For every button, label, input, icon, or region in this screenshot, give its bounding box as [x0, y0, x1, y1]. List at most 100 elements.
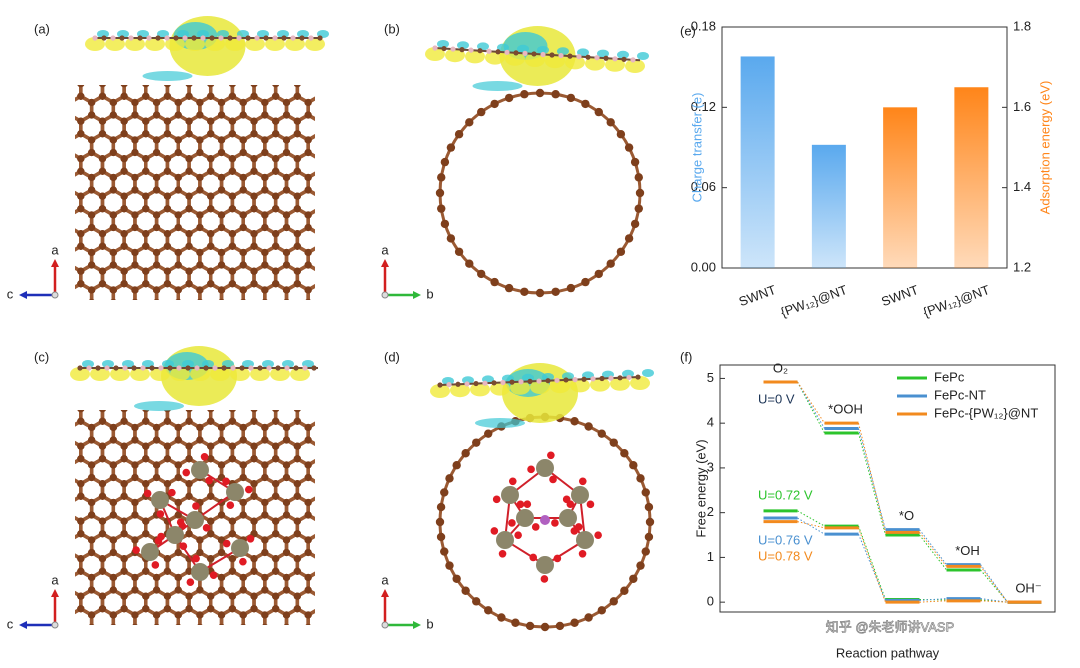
charge-cloud — [425, 47, 445, 61]
atom — [304, 611, 312, 619]
atom — [66, 136, 73, 143]
atom — [326, 586, 333, 593]
atom — [293, 567, 301, 575]
atom — [293, 230, 301, 238]
atom — [77, 130, 85, 138]
atom — [294, 318, 301, 325]
atom — [348, 474, 355, 481]
connector — [858, 533, 886, 601]
axis-origin — [51, 621, 59, 629]
atom — [272, 605, 280, 613]
atom — [218, 324, 225, 331]
atom — [121, 630, 128, 637]
atom — [142, 205, 150, 213]
atom — [196, 423, 204, 432]
atom — [174, 586, 182, 594]
atom — [185, 305, 192, 312]
atom — [185, 192, 193, 200]
atom — [56, 118, 63, 125]
atom — [315, 555, 322, 562]
hexagon — [319, 265, 341, 290]
atom — [185, 318, 192, 325]
hexagon — [330, 171, 352, 196]
atom — [304, 498, 312, 507]
atom — [174, 436, 182, 444]
atom — [197, 623, 203, 625]
atom — [304, 223, 312, 232]
atom — [174, 173, 182, 182]
atom — [142, 417, 150, 425]
atom — [326, 249, 333, 256]
atom — [164, 643, 171, 650]
oxygen — [490, 527, 499, 535]
atom — [304, 573, 312, 582]
atom — [315, 555, 322, 562]
atom — [228, 555, 236, 563]
atom — [326, 536, 333, 543]
atom — [294, 630, 301, 637]
atom — [337, 193, 344, 200]
atom — [326, 586, 333, 593]
atom — [120, 205, 128, 213]
atom — [304, 286, 312, 294]
atom — [142, 592, 150, 600]
atom — [250, 643, 257, 650]
atom — [163, 242, 172, 250]
atom — [239, 136, 247, 144]
atom — [315, 193, 322, 200]
atom — [326, 436, 333, 443]
atom — [88, 98, 96, 107]
atom — [461, 449, 470, 458]
atom — [461, 586, 470, 595]
atom — [131, 498, 139, 507]
atom — [315, 205, 322, 212]
atom — [326, 511, 333, 518]
charge-cloud — [642, 369, 654, 377]
atom — [175, 298, 181, 300]
atom — [209, 35, 215, 41]
atom — [348, 286, 355, 293]
atom — [77, 85, 85, 88]
atom — [153, 436, 161, 444]
axis-letter: b — [426, 286, 433, 301]
atom — [472, 597, 481, 606]
atom — [491, 380, 497, 386]
atom — [282, 423, 291, 432]
atom — [282, 173, 291, 182]
atom — [66, 174, 73, 181]
bar — [954, 87, 989, 268]
atom — [200, 35, 206, 41]
atom — [77, 480, 85, 488]
atom — [88, 248, 96, 257]
atom — [315, 230, 322, 237]
atom — [98, 567, 107, 575]
hexagon — [330, 284, 352, 309]
atom — [348, 499, 355, 506]
hexagon — [319, 515, 341, 540]
atom — [131, 211, 139, 219]
atom — [131, 365, 137, 371]
atom — [175, 324, 182, 331]
atom — [163, 480, 172, 488]
atom — [250, 305, 257, 312]
atom — [282, 98, 291, 107]
atom — [293, 480, 301, 488]
atom — [527, 378, 533, 384]
charge-cloud — [437, 40, 449, 48]
atom — [228, 455, 236, 463]
atom — [337, 168, 344, 175]
hexagon — [189, 628, 211, 653]
atom — [337, 118, 344, 125]
limiting-potential-label: U=0.78 V — [758, 548, 813, 563]
atom — [120, 530, 128, 538]
hexagon — [81, 303, 103, 328]
atom — [272, 592, 280, 600]
atom — [311, 365, 317, 371]
atom — [326, 136, 333, 143]
atom — [56, 643, 63, 650]
atom — [174, 548, 182, 557]
hexagon — [198, 281, 224, 300]
atom — [337, 205, 344, 212]
atom — [315, 93, 322, 100]
atom — [282, 111, 291, 119]
